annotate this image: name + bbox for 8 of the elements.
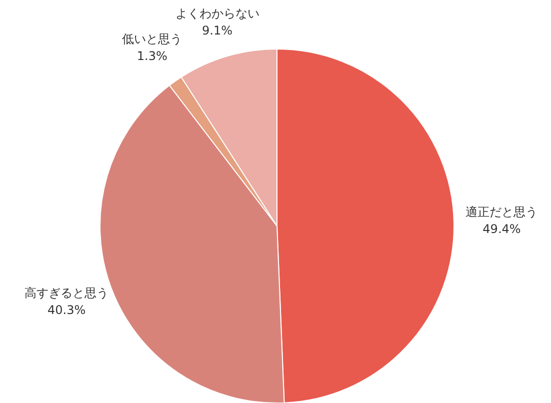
slice-label: 適正だと思う xyxy=(466,205,538,220)
data-label: 40.3% xyxy=(48,302,86,317)
slice-label: 低いと思う xyxy=(122,32,182,46)
slice-label: よくわからない xyxy=(175,6,260,20)
data-label: 9.1% xyxy=(202,23,232,38)
data-label: 49.4% xyxy=(482,222,521,236)
slice-label: 高すぎると思う xyxy=(24,286,109,300)
data-label: 1.3% xyxy=(136,48,168,63)
